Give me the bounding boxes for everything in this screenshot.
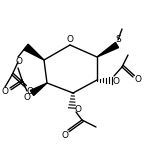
Text: O: O bbox=[26, 87, 34, 96]
Polygon shape bbox=[30, 83, 47, 96]
Polygon shape bbox=[24, 44, 44, 60]
Text: O: O bbox=[67, 35, 73, 44]
Text: O: O bbox=[23, 93, 31, 102]
Text: O: O bbox=[1, 87, 8, 97]
Text: O: O bbox=[134, 76, 142, 85]
Text: O: O bbox=[61, 130, 69, 139]
Text: O: O bbox=[16, 58, 22, 67]
Polygon shape bbox=[97, 42, 119, 57]
Text: S: S bbox=[115, 36, 121, 45]
Text: O: O bbox=[112, 77, 120, 87]
Text: O: O bbox=[74, 106, 82, 115]
